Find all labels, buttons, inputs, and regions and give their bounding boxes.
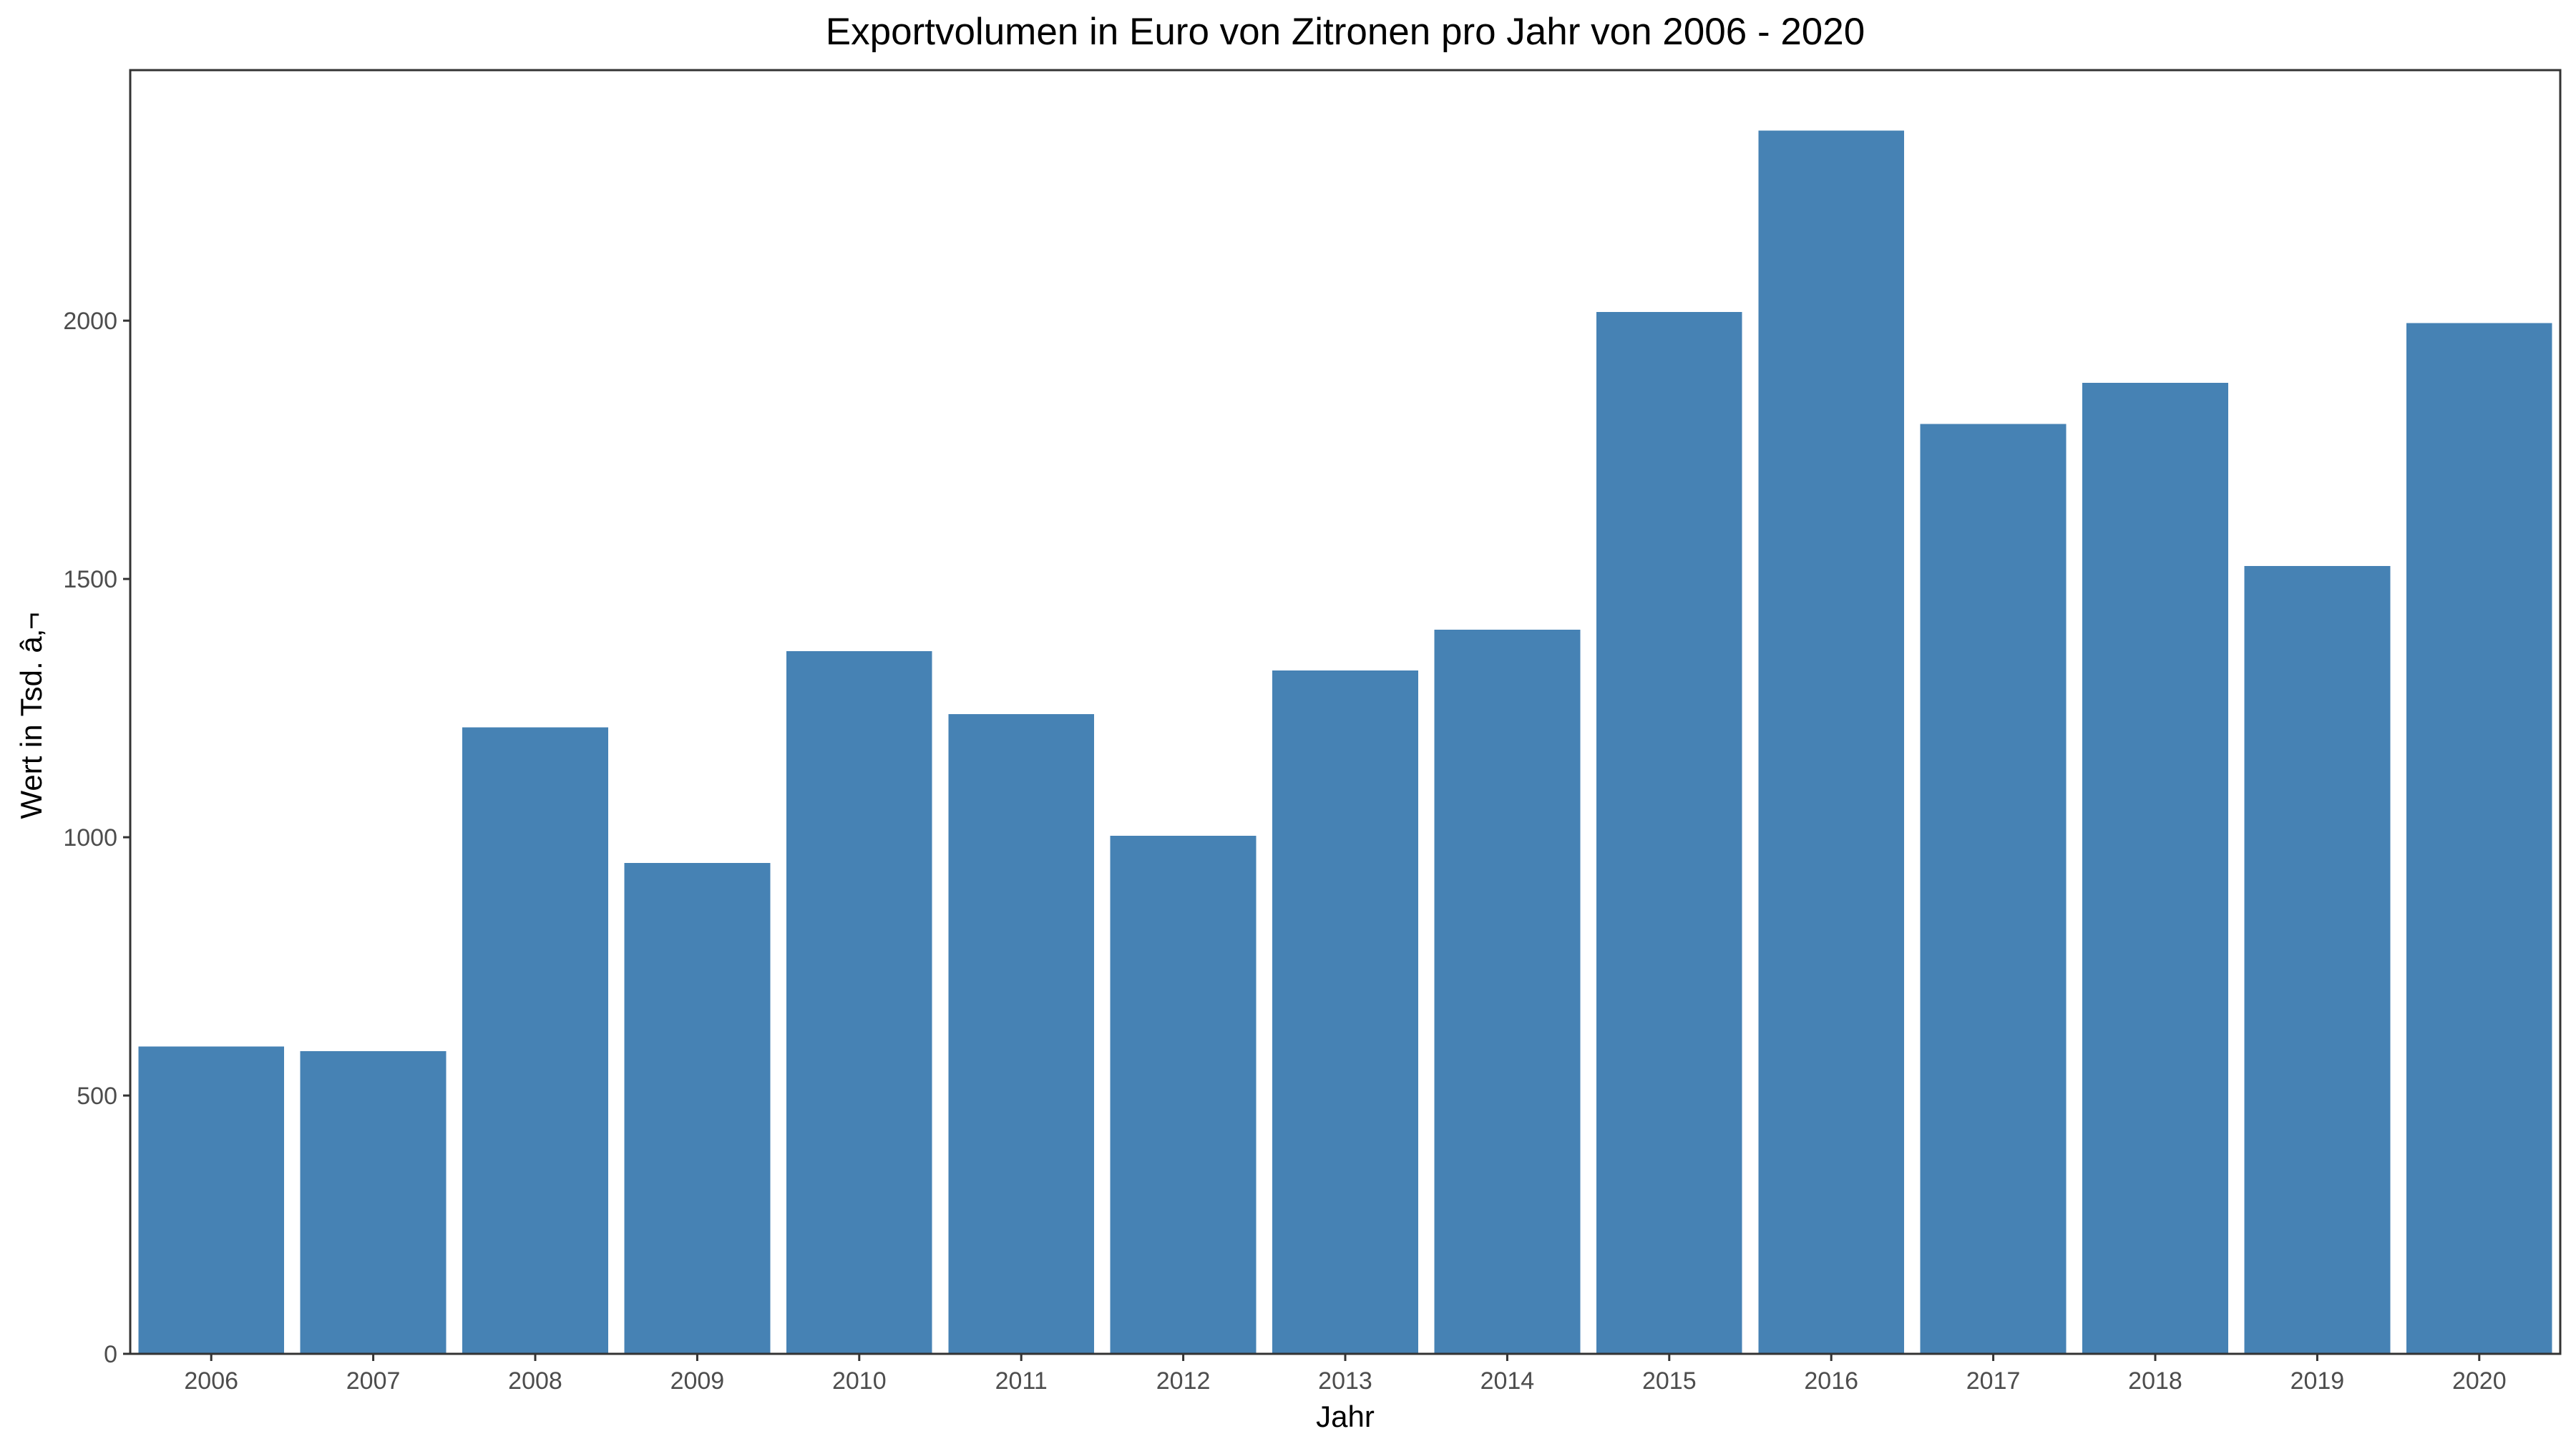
bars-group (138, 130, 2552, 1355)
bar-2006 (138, 1046, 285, 1354)
bar-2010 (786, 651, 932, 1354)
x-tick-label-2016: 2016 (1804, 1367, 1858, 1395)
x-tick-label-2019: 2019 (2290, 1367, 2345, 1395)
x-tick-label-2013: 2013 (1318, 1367, 1372, 1395)
bar-2018 (2082, 382, 2228, 1355)
chart-title: Exportvolumen in Euro von Zitronen pro J… (826, 11, 1865, 53)
x-tick-label-2009: 2009 (670, 1367, 725, 1395)
y-axis-title: Wert in Tsd. â‚¬ (14, 612, 48, 819)
bar-2016 (1758, 130, 1905, 1354)
bar-2017 (1920, 424, 2067, 1354)
y-tick-label-0: 0 (104, 1341, 117, 1368)
x-tick-label-2014: 2014 (1480, 1367, 1535, 1395)
x-tick-label-2008: 2008 (508, 1367, 562, 1395)
y-tick-label-500: 500 (77, 1083, 117, 1110)
x-tick-label-2011: 2011 (995, 1367, 1048, 1395)
x-tick-label-2018: 2018 (2128, 1367, 2182, 1395)
x-axis-title: Jahr (1316, 1400, 1375, 1433)
x-tick-label-2017: 2017 (1966, 1367, 2021, 1395)
bar-2011 (948, 714, 1095, 1354)
y-tick-label-1000: 1000 (63, 824, 117, 852)
y-axis: 0 500 1000 1500 2000 (63, 308, 130, 1368)
plot-panel-border (129, 69, 2562, 1355)
x-tick-label-2020: 2020 (2452, 1367, 2507, 1395)
bar-2008 (462, 727, 608, 1354)
x-tick-label-2010: 2010 (832, 1367, 887, 1395)
x-tick-label-2007: 2007 (346, 1367, 401, 1395)
bar-2007 (300, 1050, 447, 1354)
bar-2012 (1110, 835, 1257, 1354)
x-axis: 2006 2007 2008 2009 2010 2011 2012 2013 2014 2015… (184, 1354, 2507, 1395)
x-tick-label-2006: 2006 (184, 1367, 238, 1395)
bar-2009 (624, 863, 771, 1354)
bar-2013 (1272, 670, 1418, 1354)
bar-2020 (2406, 323, 2552, 1355)
bar-2015 (1596, 311, 1742, 1354)
y-tick-label-1500: 1500 (63, 566, 117, 593)
x-tick-label-2015: 2015 (1642, 1367, 1697, 1395)
x-tick-label-2012: 2012 (1156, 1367, 1211, 1395)
bar-2019 (2244, 566, 2391, 1354)
y-tick-label-2000: 2000 (63, 308, 117, 335)
bar-2014 (1434, 629, 1581, 1354)
